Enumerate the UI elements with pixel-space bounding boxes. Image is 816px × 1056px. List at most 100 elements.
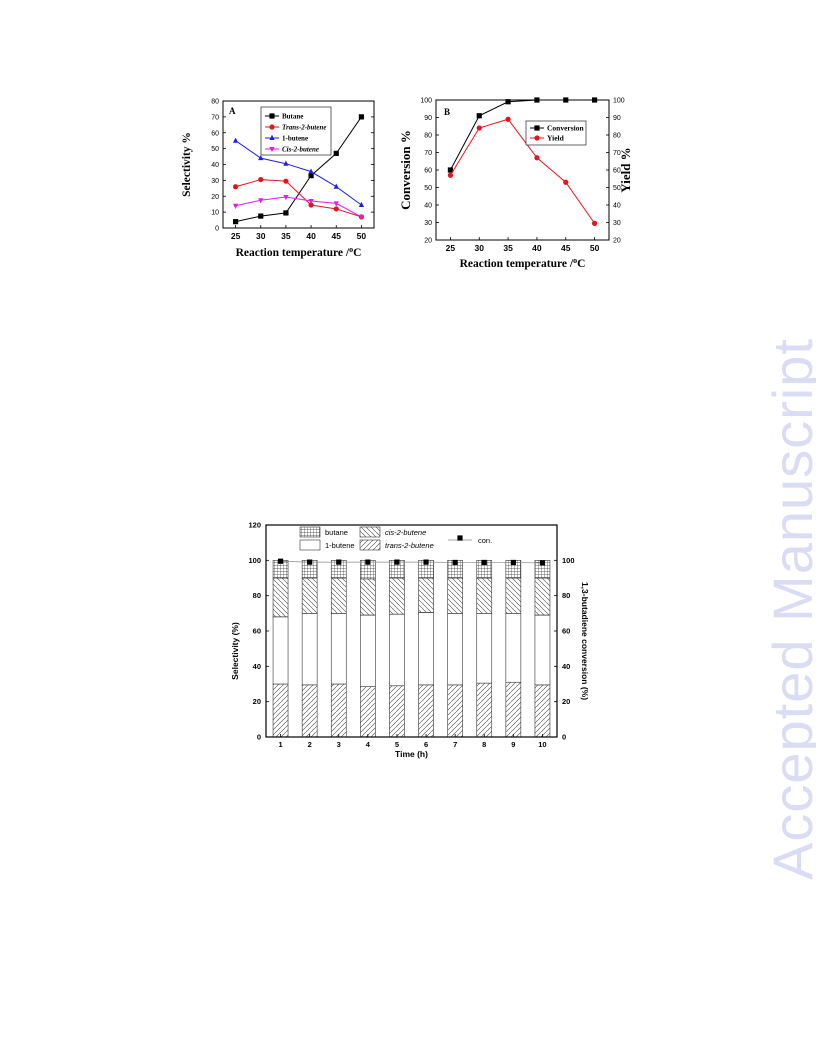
series-line bbox=[235, 179, 362, 218]
x-axis-label: Reaction temperature /oC bbox=[460, 256, 586, 270]
legend-marker bbox=[269, 134, 275, 140]
y-tick-label: 70 bbox=[211, 114, 219, 121]
data-point bbox=[333, 201, 339, 207]
bar-segment bbox=[505, 681, 522, 738]
watermark-text: Accepted Manuscript bbox=[761, 338, 816, 880]
data-point bbox=[591, 97, 598, 103]
data-point bbox=[534, 155, 540, 161]
series-line bbox=[449, 99, 595, 171]
bar-segment bbox=[418, 684, 434, 738]
data-point bbox=[308, 168, 314, 174]
data-point bbox=[308, 173, 314, 179]
x-tick-label: 35 bbox=[503, 243, 513, 253]
y-tick-label: 20 bbox=[253, 697, 261, 706]
series-line bbox=[235, 116, 362, 223]
x-tick-label: 9 bbox=[511, 740, 515, 749]
y-tick-label: 30 bbox=[424, 220, 432, 227]
x-axis-label: Reaction temperature /oC bbox=[236, 245, 362, 259]
data-point bbox=[232, 219, 239, 225]
y-right-tick-label: 30 bbox=[613, 220, 621, 227]
x-axis-label: Time (h) bbox=[395, 749, 428, 759]
panel-label: A bbox=[229, 106, 236, 116]
y-axis-label-right: Yield % bbox=[618, 147, 633, 192]
data-point bbox=[283, 195, 289, 201]
x-axis-label-sup: o bbox=[349, 245, 353, 254]
x-tick-label: 4 bbox=[366, 740, 371, 749]
bar-segment bbox=[330, 613, 347, 685]
bar-segment bbox=[389, 685, 405, 738]
data-point bbox=[232, 184, 239, 190]
legend-marker bbox=[534, 135, 540, 141]
legend-marker bbox=[534, 125, 540, 131]
legend-marker bbox=[269, 147, 275, 153]
bar-segment bbox=[534, 577, 551, 616]
y-right-tick-label: 20 bbox=[562, 697, 570, 706]
legend-swatch bbox=[299, 526, 321, 538]
x-tick-label: 50 bbox=[590, 243, 600, 253]
legend-box bbox=[525, 120, 587, 146]
data-point bbox=[476, 113, 482, 119]
bar-segment bbox=[360, 578, 376, 616]
legend-label: Trans-2-butene bbox=[282, 124, 326, 132]
y-tick-label: 60 bbox=[253, 627, 261, 636]
conversion-point bbox=[452, 559, 458, 566]
y-tick-label: 10 bbox=[211, 210, 219, 217]
data-point bbox=[447, 172, 454, 178]
y-tick-label: 70 bbox=[424, 150, 432, 157]
data-point bbox=[283, 210, 289, 216]
y-right-tick-label: 100 bbox=[613, 98, 625, 105]
legend-label: Conversion bbox=[547, 124, 584, 133]
x-tick-label: 6 bbox=[424, 740, 428, 749]
legend-marker bbox=[269, 124, 275, 130]
y-tick-label: 120 bbox=[248, 521, 261, 530]
conversion-point bbox=[394, 559, 400, 565]
chart-c: 0 20 40 60 80 100 120 0 20 40 60 80 100 1 2 3 4 5 6 7 8 9 10 Ti… bbox=[230, 521, 590, 760]
bar-segment bbox=[360, 686, 376, 738]
bar-segment bbox=[389, 613, 405, 687]
data-point bbox=[476, 125, 482, 131]
conversion-point bbox=[481, 559, 487, 566]
y-tick-label: 100 bbox=[248, 556, 261, 565]
x-tick-label: 40 bbox=[532, 243, 542, 253]
bar-segment bbox=[534, 614, 551, 686]
y-axis-label: Selectivity % bbox=[181, 132, 193, 197]
bar-segment bbox=[476, 577, 493, 614]
data-point bbox=[258, 198, 264, 204]
bar-segment bbox=[389, 577, 405, 615]
y-tick-label: 100 bbox=[420, 98, 432, 105]
x-tick-label: 8 bbox=[482, 740, 486, 749]
y-right-tick-label: 50 bbox=[613, 185, 621, 192]
legend-label: Yield bbox=[547, 134, 565, 143]
x-tick-label: 7 bbox=[453, 740, 457, 749]
data-point bbox=[447, 167, 454, 173]
y-tick-label: 50 bbox=[424, 185, 432, 192]
y-tick-label: 0 bbox=[257, 733, 261, 742]
conversion-point bbox=[423, 559, 429, 565]
y-tick-label: 60 bbox=[211, 130, 219, 137]
bar-segment bbox=[505, 613, 522, 683]
bar-segment bbox=[476, 682, 493, 738]
data-point bbox=[283, 160, 289, 166]
y-tick-label: 40 bbox=[253, 662, 261, 671]
data-point bbox=[258, 213, 264, 219]
data-point bbox=[563, 97, 569, 103]
y-tick-label: 80 bbox=[424, 133, 432, 140]
data-point bbox=[358, 214, 365, 221]
bar-segment bbox=[301, 577, 318, 614]
series-line bbox=[449, 118, 595, 224]
x-tick-label: 30 bbox=[256, 231, 266, 241]
bar-segment bbox=[418, 577, 434, 613]
legend-swatch bbox=[299, 539, 321, 551]
bar-segment bbox=[476, 613, 493, 684]
x-tick-label: 45 bbox=[561, 243, 571, 253]
legend-label: Butane bbox=[282, 113, 303, 121]
data-point bbox=[534, 97, 540, 103]
y-tick-label: 60 bbox=[424, 168, 432, 175]
conversion-point bbox=[539, 560, 546, 566]
y-right-tick-label: 80 bbox=[613, 133, 621, 140]
bar-segment bbox=[330, 577, 347, 614]
data-point bbox=[563, 179, 569, 185]
y-right-tick-label: 100 bbox=[562, 556, 575, 565]
y-tick-label: 80 bbox=[253, 591, 261, 600]
x-tick-label: 5 bbox=[395, 740, 399, 749]
